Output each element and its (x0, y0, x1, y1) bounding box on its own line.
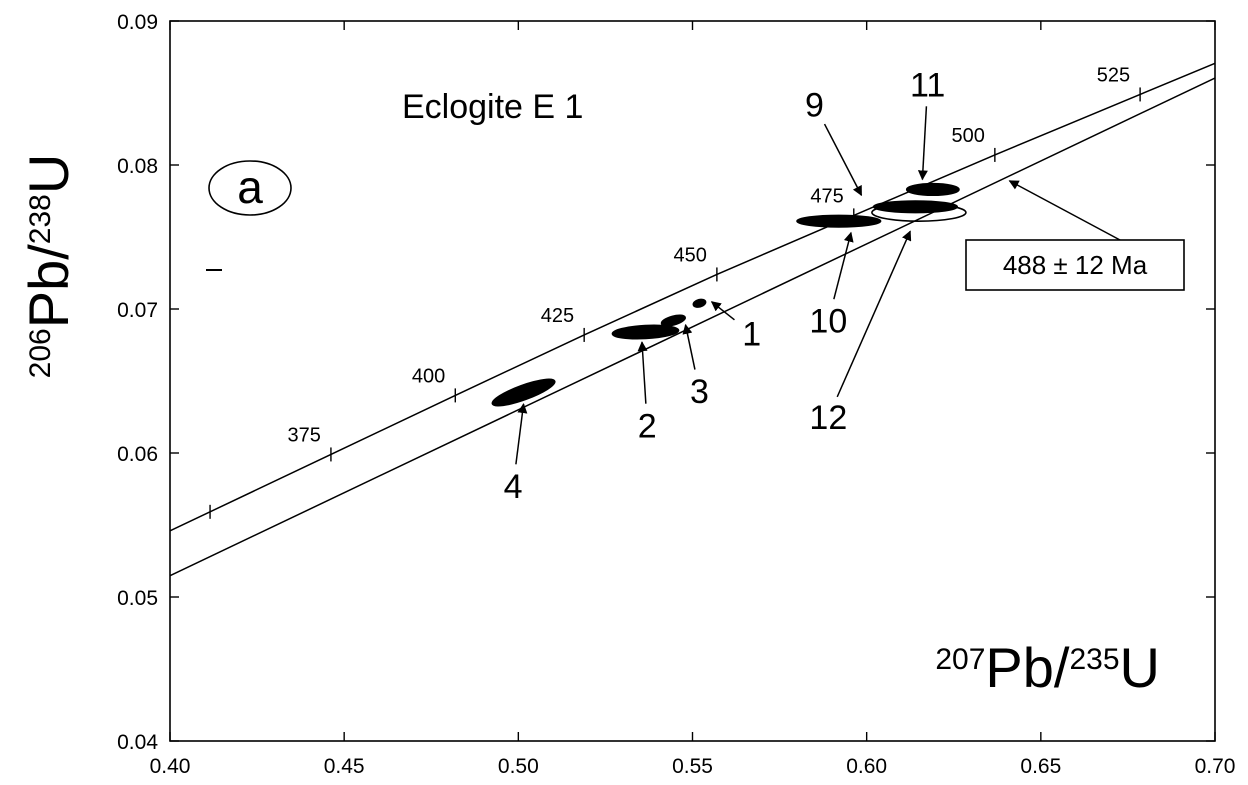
point-label-10: 10 (809, 303, 847, 341)
y-tick-label: 0.04 (117, 731, 158, 754)
axes: 0.40 0.45 0.50 0.55 0.60 0.65 0.70 0.04 0.05 0.06… (117, 11, 1235, 778)
point-label-2: 2 (638, 408, 657, 446)
discordia-line (170, 77, 1215, 577)
y-label-u: U (17, 154, 80, 194)
annotation-arrows (515, 106, 1121, 465)
x-tick-label: 0.45 (324, 755, 365, 778)
y-label-pre: 206 (24, 328, 57, 378)
point-label-11: 11 (910, 66, 945, 104)
y-tick-label: 0.05 (117, 587, 158, 610)
arrow-to-point-10 (833, 231, 854, 300)
y-label-sup: 238 (24, 194, 57, 244)
error-ellipse-3 (660, 314, 686, 327)
result-box: 488 ± 12 Ma (965, 239, 1185, 291)
concordia-age-label: 525 (1097, 64, 1130, 86)
x-tick-label: 0.55 (672, 755, 713, 778)
concordia-age-label: 425 (541, 305, 574, 327)
y-tick-label: 0.08 (117, 155, 158, 178)
x-tick-label: 0.50 (498, 755, 539, 778)
point-label-1: 1 (742, 315, 761, 353)
error-ellipse-2 (611, 324, 680, 340)
error-ellipse-12 (871, 203, 967, 222)
result-arrow (1008, 180, 1121, 241)
error-ellipse-1 (692, 298, 707, 308)
x-label-pre: 207 (935, 643, 985, 676)
arrow-to-point-1 (710, 301, 735, 321)
x-label-u: U (1120, 636, 1160, 699)
error-ellipse-11 (905, 182, 960, 197)
y-tick-label: 0.09 (117, 11, 158, 34)
y-tick-label: 0.07 (117, 299, 158, 322)
error-ellipses (491, 182, 967, 407)
x-tick-label: 0.65 (1020, 755, 1061, 778)
arrow-to-point-2 (637, 341, 648, 404)
error-ellipse-10 (796, 214, 882, 228)
point-label-4: 4 (504, 468, 523, 506)
concordia-age-label: 475 (810, 185, 843, 207)
arrow-to-point-12 (836, 230, 912, 398)
y-label-pb: Pb/ (17, 244, 80, 328)
point-label-9: 9 (805, 87, 824, 125)
point-label-3: 3 (690, 373, 709, 411)
concordia-curve (170, 62, 1215, 532)
x-tick-label: 0.60 (846, 755, 887, 778)
x-tick-label: 0.40 (150, 755, 191, 778)
arrow-to-point-11 (917, 106, 928, 181)
point-label-12: 12 (809, 399, 847, 437)
x-axis-label: 207Pb/235U (935, 636, 1160, 699)
error-ellipse-4 (491, 378, 556, 407)
concordia-age-label: 450 (674, 244, 707, 266)
x-tick-label: 0.70 (1195, 755, 1236, 778)
arrow-to-point-3 (682, 323, 696, 370)
concordia-age-label: 400 (412, 365, 445, 387)
x-label-sup: 235 (1069, 643, 1119, 676)
y-tick-label: 0.06 (117, 443, 158, 466)
panel-label-badge: a (208, 160, 292, 216)
y-axis-label: 206Pb/238U (17, 154, 80, 379)
concordia-age-label: 375 (288, 424, 321, 446)
curves (170, 62, 1215, 577)
chart-title: Eclogite E 1 (402, 88, 583, 126)
concordia-age-label: 500 (951, 125, 984, 147)
arrow-to-point-9 (823, 123, 863, 197)
arrow-to-point-4 (515, 403, 528, 465)
result-label: 488 ± 12 Ma (1003, 250, 1148, 280)
x-label-pb: Pb/ (985, 636, 1069, 699)
panel-label: a (237, 161, 263, 213)
